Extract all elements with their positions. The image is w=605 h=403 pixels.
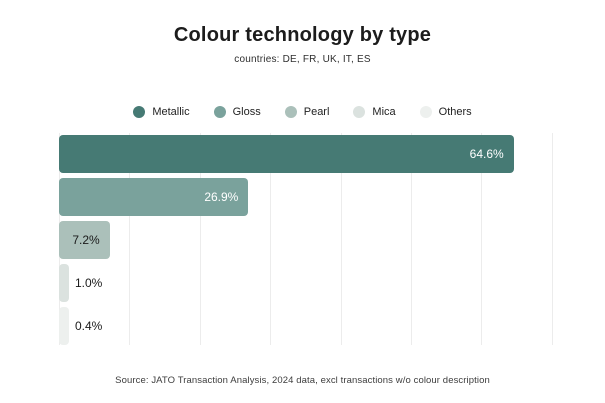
value-label-mica: 1.0% [75,276,103,290]
legend-dot-icon [353,106,366,118]
bar-row-pearl: 7.2% [59,221,601,259]
legend-label: Mica [372,106,396,118]
gridline-40pct [340,133,342,345]
legend-item-metallic[interactable]: Metallic [133,106,190,118]
legend-label: Metallic [152,106,190,118]
chart-title: Colour technology by type [173,24,432,46]
gridline-20pct [199,133,201,345]
value-label-gloss: 26.9% [204,190,239,204]
legend-item-gloss[interactable]: Gloss [213,106,261,118]
bar-row-others: 0.4% [59,307,601,345]
legend-label: Gloss [232,106,261,118]
legend-item-others[interactable]: Others [419,106,472,118]
chart-subtitle: countries: DE, FR, UK, IT, ES [234,54,371,65]
bar-row-mica: 1.0% [59,264,601,302]
bar-mica[interactable] [59,264,69,302]
gridline-10pct [129,133,131,345]
legend-dot-icon [133,106,146,118]
bar-pearl[interactable]: 7.2% [59,221,110,259]
value-label-others: 0.4% [75,319,103,333]
gridline-60pct [481,133,483,345]
value-label-metallic: 64.6% [469,147,504,161]
legend-dot-icon [284,106,297,118]
gridline-50pct [410,133,412,345]
bar-others[interactable] [59,307,69,345]
legend: Metallic Gloss Pearl Mica Others [0,106,605,118]
bar-row-metallic: 64.6% [59,135,601,173]
bar-chart-plot-area: 64.6% 26.9% 7.2% 1.0% 0.4% [59,133,601,345]
legend-label: Pearl [303,106,330,118]
legend-label: Others [438,106,472,118]
gridline-70pct [551,133,553,345]
legend-item-pearl[interactable]: Pearl [284,106,330,118]
legend-dot-icon [419,106,432,118]
bar-series: 64.6% 26.9% 7.2% 1.0% 0.4% [59,135,601,345]
bar-gloss[interactable]: 26.9% [59,178,249,216]
legend-item-mica[interactable]: Mica [353,106,396,118]
bar-metallic[interactable]: 64.6% [59,135,514,173]
gridline-30pct [270,133,272,345]
legend-dot-icon [213,106,226,118]
bar-row-gloss: 26.9% [59,178,601,216]
value-label-pearl: 7.2% [72,233,100,247]
source-note: Source: JATO Transaction Analysis, 2024 … [115,375,490,386]
